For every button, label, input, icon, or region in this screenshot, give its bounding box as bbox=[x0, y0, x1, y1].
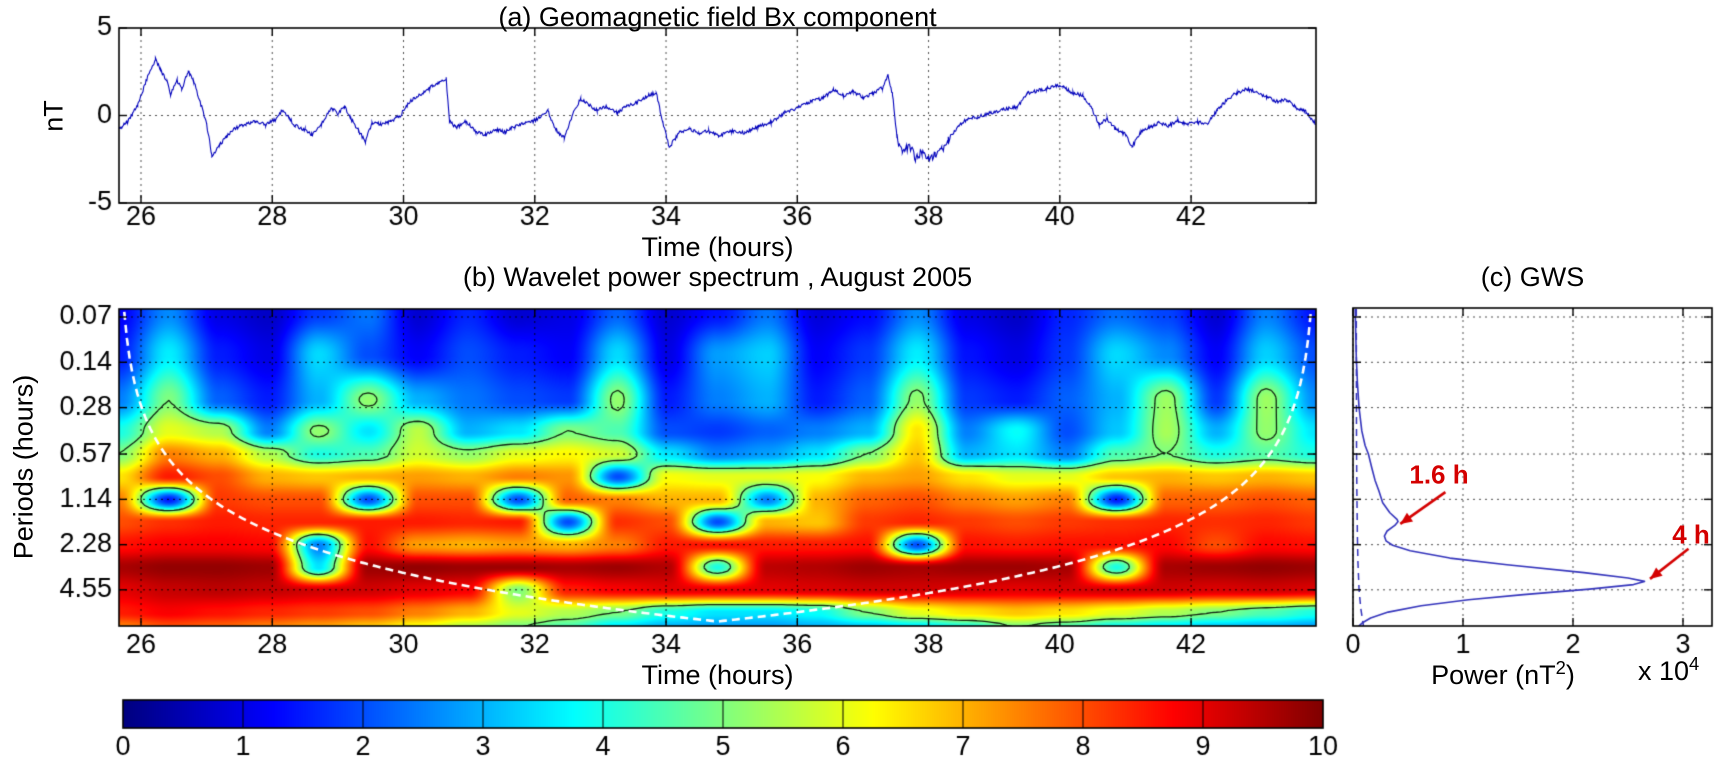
panel-a-xlabel: Time (hours) bbox=[641, 232, 794, 262]
panel-b-title: (b) Wavelet power spectrum , August 2005 bbox=[462, 262, 973, 292]
panel-a-ylabel: nT bbox=[38, 100, 69, 132]
panel-b-xlabel: Time (hours) bbox=[641, 660, 794, 690]
panel-c-title: (c) GWS bbox=[1480, 262, 1585, 292]
annotation-4h: 4 h bbox=[1672, 519, 1710, 550]
panel-b-ylabel: Periods (hours) bbox=[8, 374, 39, 560]
panel-c-xlabel: Power (nT2) bbox=[1431, 656, 1575, 690]
panel-a-title: (a) Geomagnetic field Bx component bbox=[498, 2, 937, 32]
annotation-1-6h: 1.6 h bbox=[1409, 459, 1469, 490]
power-scale-label: x 104 bbox=[1638, 652, 1700, 686]
